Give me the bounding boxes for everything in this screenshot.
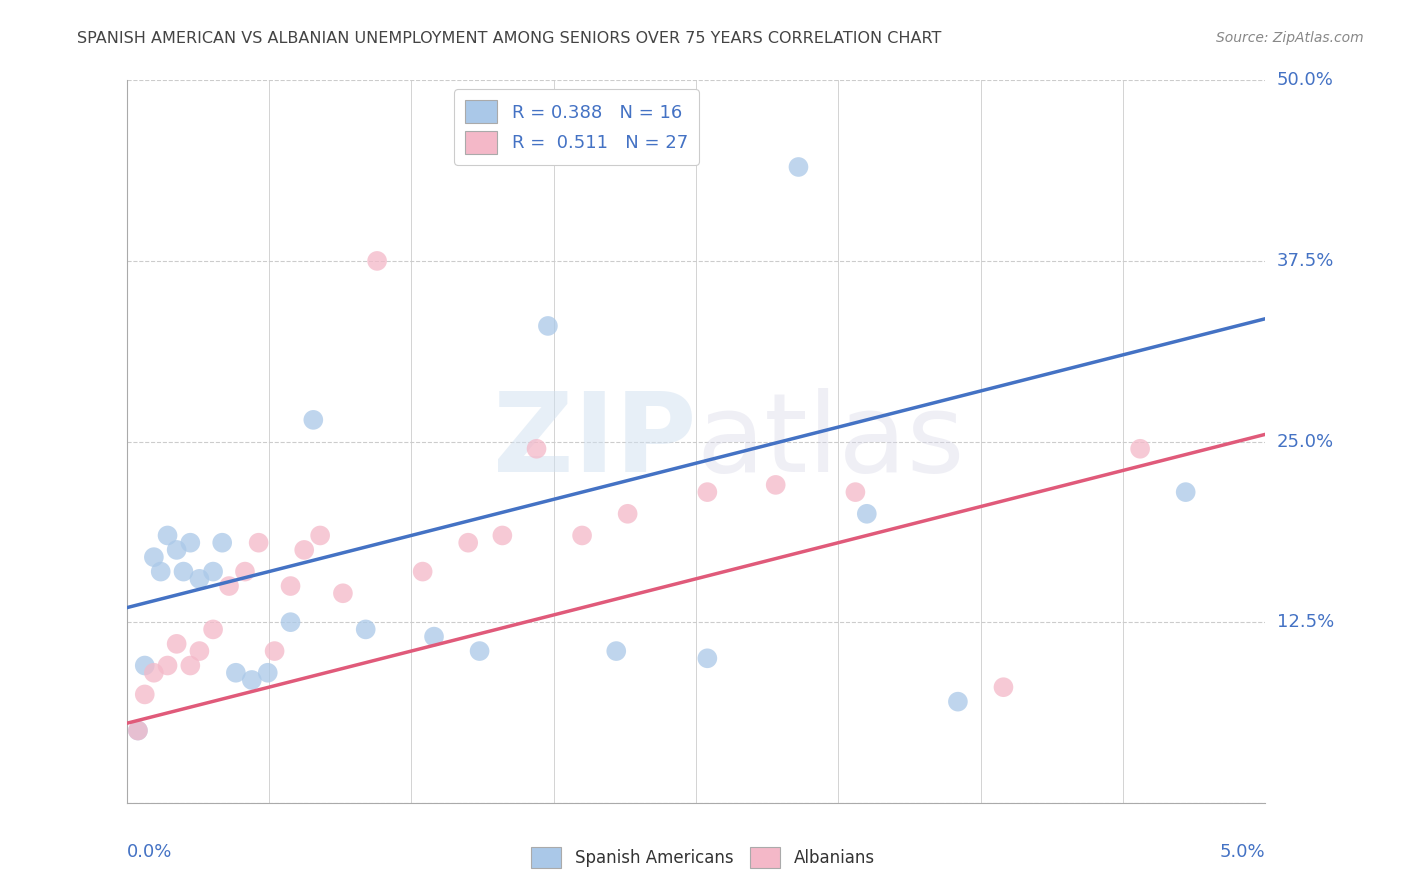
Point	[280, 579, 302, 593]
Point	[309, 528, 332, 542]
Point	[225, 665, 247, 680]
Point	[156, 658, 179, 673]
Point	[134, 687, 156, 701]
Point	[787, 160, 810, 174]
Text: 12.5%: 12.5%	[1277, 613, 1334, 632]
Text: ZIP: ZIP	[492, 388, 696, 495]
Point	[280, 615, 302, 630]
Text: atlas: atlas	[696, 388, 965, 495]
Point	[188, 572, 211, 586]
Text: SPANISH AMERICAN VS ALBANIAN UNEMPLOYMENT AMONG SENIORS OVER 75 YEARS CORRELATIO: SPANISH AMERICAN VS ALBANIAN UNEMPLOYMEN…	[77, 31, 942, 46]
Point	[491, 528, 513, 542]
Point	[142, 665, 165, 680]
Point	[571, 528, 593, 542]
Point	[127, 723, 149, 738]
Point	[149, 565, 172, 579]
Point	[696, 485, 718, 500]
Text: 25.0%: 25.0%	[1277, 433, 1334, 450]
Point	[302, 413, 325, 427]
Point	[616, 507, 638, 521]
Point	[202, 623, 225, 637]
Point	[412, 565, 434, 579]
Point	[366, 253, 388, 268]
Point	[993, 680, 1015, 694]
Point	[537, 318, 560, 333]
Point	[946, 695, 969, 709]
Point	[292, 542, 315, 557]
Point	[179, 658, 201, 673]
Point	[233, 565, 256, 579]
Text: 5.0%: 5.0%	[1220, 843, 1265, 862]
Point	[156, 528, 179, 542]
Point	[142, 550, 165, 565]
Point	[457, 535, 479, 549]
Point	[1174, 485, 1197, 500]
Point	[188, 644, 211, 658]
Point	[256, 665, 278, 680]
Text: 37.5%: 37.5%	[1277, 252, 1334, 270]
Point	[172, 565, 194, 579]
Point	[218, 579, 240, 593]
Point	[354, 623, 377, 637]
Point	[240, 673, 263, 687]
Point	[855, 507, 877, 521]
Point	[1129, 442, 1152, 456]
Point	[166, 637, 188, 651]
Point	[423, 630, 446, 644]
Point	[166, 542, 188, 557]
Point	[526, 442, 548, 456]
Point	[263, 644, 285, 658]
Point	[696, 651, 718, 665]
Point	[134, 658, 156, 673]
Legend: R = 0.388   N = 16, R =  0.511   N = 27: R = 0.388 N = 16, R = 0.511 N = 27	[454, 89, 699, 165]
Point	[605, 644, 627, 658]
Point	[765, 478, 787, 492]
Legend: Spanish Americans, Albanians: Spanish Americans, Albanians	[524, 840, 882, 875]
Point	[127, 723, 149, 738]
Point	[332, 586, 354, 600]
Point	[247, 535, 270, 549]
Point	[179, 535, 201, 549]
Text: 50.0%: 50.0%	[1277, 71, 1334, 89]
Point	[211, 535, 233, 549]
Point	[844, 485, 866, 500]
Point	[202, 565, 225, 579]
Point	[468, 644, 491, 658]
Text: 0.0%: 0.0%	[127, 843, 172, 862]
Text: Source: ZipAtlas.com: Source: ZipAtlas.com	[1216, 31, 1364, 45]
